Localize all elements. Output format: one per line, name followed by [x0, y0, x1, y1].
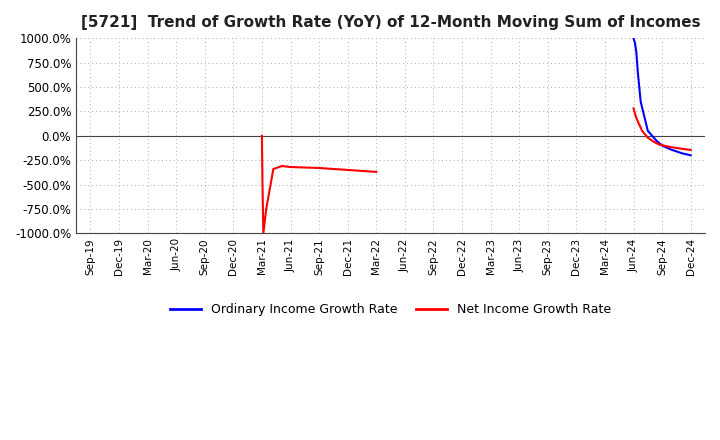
- Legend: Ordinary Income Growth Rate, Net Income Growth Rate: Ordinary Income Growth Rate, Net Income …: [165, 298, 616, 321]
- Title: [5721]  Trend of Growth Rate (YoY) of 12-Month Moving Sum of Incomes: [5721] Trend of Growth Rate (YoY) of 12-…: [81, 15, 701, 30]
